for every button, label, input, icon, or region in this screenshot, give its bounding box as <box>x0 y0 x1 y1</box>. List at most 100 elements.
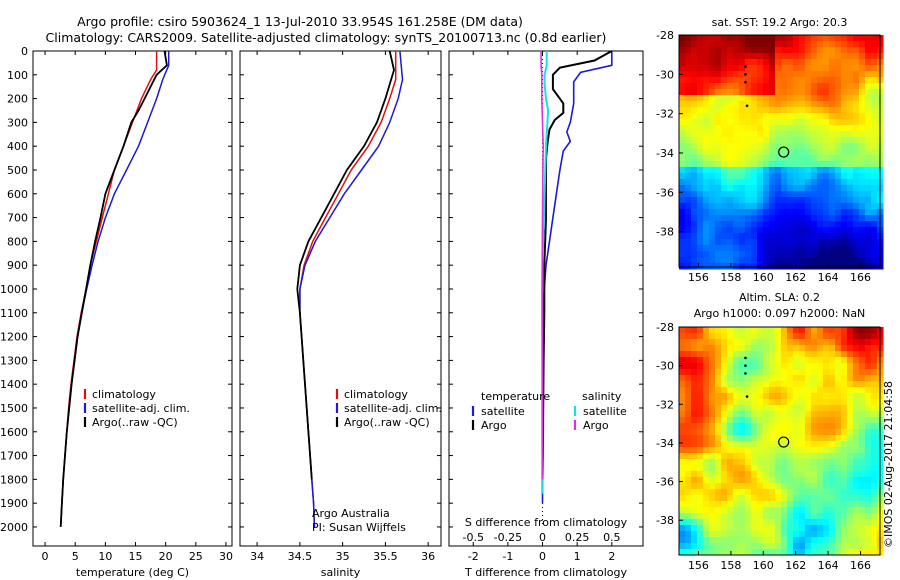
y-tick-label: 400 <box>7 140 28 153</box>
x-tick-label: 34 <box>250 550 264 563</box>
difference-profile-panel: -2 -1 0 1 2 T difference from climatology S di… <box>448 50 644 579</box>
y-tick-label: 200 <box>7 93 28 106</box>
y-tick-label: 900 <box>7 259 28 272</box>
sst-map-panel: -28 -30 -32 -34 -36 -38 156 158 160 162 164 166 sat.… <box>656 16 884 284</box>
y-tick-label: -36 <box>656 186 674 199</box>
y-tick-label: 0 <box>21 45 28 58</box>
map-title-line2: Argo h1000: 0.097 h2000: NaN <box>694 307 866 320</box>
y-tick-label: -32 <box>656 108 674 121</box>
y-tick-label: -38 <box>656 226 674 239</box>
x-tick-label: 164 <box>818 559 839 572</box>
x2-tick-label: 0.25 <box>565 531 590 544</box>
argo-location-marker <box>778 436 790 448</box>
temperature-profile-panel: 0100200300400500600700800900100011001200… <box>0 45 233 579</box>
x-tick-label: 35 <box>336 550 350 563</box>
map-title: sat. SST: 19.2 Argo: 20.3 <box>712 16 848 29</box>
map-frame <box>678 34 881 268</box>
x-axis-label: temperature (deg C) <box>76 566 189 579</box>
y-tick-label: 100 <box>7 69 28 82</box>
series-line <box>59 50 168 528</box>
x-tick-label: 156 <box>688 271 709 284</box>
y-tick-label: 800 <box>7 235 28 248</box>
track-point <box>744 364 747 367</box>
x-tick-label: 160 <box>753 559 774 572</box>
x-tick-label: 162 <box>785 559 806 572</box>
x-tick-label: 2 <box>608 550 615 563</box>
pi-text: PI: Susan Wijffels <box>312 521 406 534</box>
map-frame <box>678 326 881 556</box>
x2-tick-label: -0.5 <box>463 531 484 544</box>
legend-title-salinity: salinity <box>582 390 622 403</box>
track-point <box>744 80 747 84</box>
x-axis-label: T difference from climatology <box>464 566 627 579</box>
credit-text: Argo Australia <box>312 507 390 520</box>
x2-tick-label: 0 <box>539 531 546 544</box>
legend-title-temperature: temperature <box>481 390 550 403</box>
legend-label: satellite-adj. clim. <box>92 402 190 415</box>
legend-label: satellite-adj. clim. <box>344 402 442 415</box>
y-tick-label: -30 <box>656 68 674 81</box>
plot-frame <box>448 50 644 547</box>
x-tick-label: 35.5 <box>373 550 398 563</box>
legend-label: Argo <box>481 419 507 432</box>
y-tick-label: -28 <box>656 321 674 334</box>
legend-label: satellite <box>583 405 627 418</box>
y-tick-label: -36 <box>656 476 674 489</box>
x-tick-label: 36 <box>421 550 435 563</box>
y-tick-label: 1700 <box>0 450 28 463</box>
track-point <box>745 395 749 398</box>
y-tick-label: -34 <box>656 437 674 450</box>
x-tick-label: 0 <box>539 550 546 563</box>
header-line1: Argo profile: csiro 5903624_1 13-Jul-201… <box>77 14 523 29</box>
x2-tick-label: 0.5 <box>603 531 621 544</box>
legend-label: Argo(..raw -QC) <box>92 416 178 429</box>
plot-frame <box>32 50 233 547</box>
heatmap-field <box>679 35 884 270</box>
x-tick-label: 10 <box>98 550 112 563</box>
x-tick-label: 5 <box>72 550 79 563</box>
heatmap-field <box>679 327 884 556</box>
x-tick-label: 166 <box>850 271 871 284</box>
legend-label: Argo <box>583 419 609 432</box>
x-tick-label: 0 <box>42 550 49 563</box>
x-tick-label: 162 <box>785 271 806 284</box>
x2-tick-label: -0.25 <box>494 531 522 544</box>
y-tick-label: -28 <box>656 29 674 42</box>
y-tick-label: 1300 <box>0 354 28 367</box>
y-tick-label: 1200 <box>0 331 28 344</box>
legend-label: climatology <box>92 388 156 401</box>
salinity-profile-panel: 34 34.5 35 35.5 36 salinity climatologysatelli… <box>239 50 442 579</box>
x-tick-label: 158 <box>720 559 741 572</box>
x2-axis-label: S difference from climatology <box>465 516 628 529</box>
legend-label: satellite <box>481 405 525 418</box>
track-point <box>744 356 747 360</box>
y-tick-label: -38 <box>656 514 674 527</box>
header-line2: Climatology: CARS2009. Satellite-adjuste… <box>46 30 607 45</box>
y-tick-label: 1000 <box>0 283 28 296</box>
argo-location-marker <box>778 146 790 158</box>
y-tick-label: 500 <box>7 164 28 177</box>
y-tick-label: -34 <box>656 147 674 160</box>
x-tick-label: -2 <box>468 550 479 563</box>
y-tick-label: 700 <box>7 212 28 225</box>
x-tick-label: 20 <box>159 550 173 563</box>
y-tick-label: 1900 <box>0 497 28 510</box>
y-tick-label: 2000 <box>0 521 28 534</box>
x-tick-label: 30 <box>219 550 233 563</box>
track-point <box>744 73 747 76</box>
x-axis-label: salinity <box>321 566 361 579</box>
copyright-text: ©IMOS 02-Aug-2017 21:04:58 <box>882 381 895 548</box>
y-tick-label: 1400 <box>0 378 28 391</box>
x-tick-label: 15 <box>129 550 143 563</box>
y-tick-label: 1800 <box>0 473 28 486</box>
y-tick-label: -30 <box>656 360 674 373</box>
x-tick-label: 160 <box>753 271 774 284</box>
x-tick-label: 1 <box>574 550 581 563</box>
sla-map-panel: -28 -30 -32 -34 -36 -38 156 158 160 162 164 166 Alti… <box>656 291 884 572</box>
series-line <box>540 51 545 480</box>
x-tick-label: 34.5 <box>288 550 313 563</box>
x-tick-label: 164 <box>818 271 839 284</box>
map-title-line1: Altim. SLA: 0.2 <box>739 291 820 304</box>
legend-label: Argo(..raw -QC) <box>344 416 430 429</box>
